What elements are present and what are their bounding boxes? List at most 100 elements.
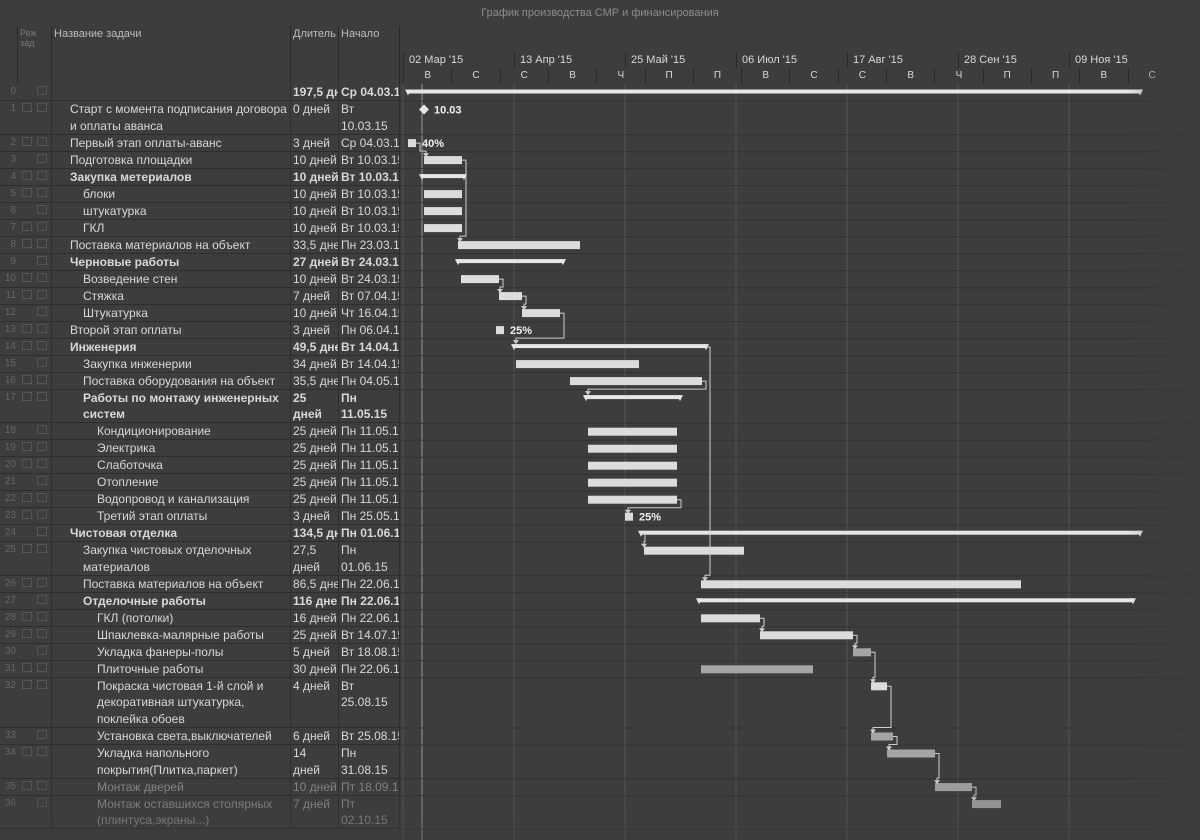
task-duration[interactable]: 6 дней xyxy=(291,728,339,744)
task-name[interactable]: Работы по монтажу инженерных систем xyxy=(52,389,291,423)
task-name[interactable]: Слаботочка xyxy=(52,457,291,474)
task-start[interactable]: Вт 14.07.15 xyxy=(341,626,400,643)
task-start[interactable]: Вт 10.03.15 xyxy=(341,202,400,219)
task-start[interactable]: Вт 25.08.15 xyxy=(341,728,400,744)
task-start[interactable]: Вт 10.03.15 xyxy=(341,185,400,202)
table-row[interactable]: 23 Третий этап оплаты 3 дней Пн 25.05.1 xyxy=(0,508,400,526)
task-start[interactable]: Вт 25.08.15 xyxy=(339,677,400,727)
task-duration[interactable]: 49,5 дне xyxy=(293,338,339,355)
table-row[interactable]: 11 Стяжка 7 дней Вт 07.04.15 xyxy=(0,287,400,305)
task-name[interactable]: Черновые работы xyxy=(52,253,291,270)
task-duration[interactable]: 25 дней xyxy=(291,474,339,491)
table-row[interactable]: 32 Покраска чистовая 1-й слой и декоратив… xyxy=(0,677,400,728)
task-start[interactable]: Ср 04.03.1 xyxy=(341,84,400,100)
task-duration[interactable]: 10 дней xyxy=(291,219,339,236)
table-row[interactable]: 9 Черновые работы 27 дней Вт 24.03.15 xyxy=(0,253,400,271)
task-name[interactable]: Подготовка площадки xyxy=(52,151,291,168)
table-row[interactable]: 19 Электрика 25 дней Пн 11.05.1 xyxy=(0,440,400,458)
column-header-name[interactable]: Название задачи xyxy=(52,26,291,84)
task-name[interactable]: ГКЛ xyxy=(52,219,291,236)
task-start[interactable]: Пн 25.05.1 xyxy=(341,508,400,525)
task-start[interactable]: Пн 11.05.1 xyxy=(341,474,400,491)
task-name[interactable]: Отопление xyxy=(52,474,291,491)
task-duration[interactable]: 4 дней xyxy=(291,677,339,727)
task-duration[interactable]: 3 дней xyxy=(291,134,339,151)
table-row[interactable]: 12 Штукатурка 10 дней Чт 16.04.15 xyxy=(0,304,400,322)
task-duration[interactable]: 25 дней xyxy=(291,626,339,643)
column-header-duration[interactable]: Длитель xyxy=(291,26,339,84)
task-duration[interactable]: 27 дней xyxy=(293,253,339,270)
task-start[interactable]: Пн 06.04.1 xyxy=(341,321,400,338)
task-duration[interactable]: 10 дней xyxy=(291,304,339,321)
task-name[interactable]: Отделочные работы xyxy=(52,592,291,609)
task-start[interactable]: Пн 11.05.1 xyxy=(341,423,400,440)
table-row[interactable]: 17 Работы по монтажу инженерных систем 25 … xyxy=(0,389,400,424)
task-name[interactable]: Шпаклевка-малярные работы xyxy=(52,626,291,643)
task-name[interactable]: Водопровод и канализация xyxy=(52,491,291,508)
table-row[interactable]: 8 Поставка материалов на объект 33,5 дне Пн… xyxy=(0,236,400,254)
task-duration[interactable]: 134,5 дн xyxy=(293,525,339,542)
table-row[interactable]: 31 Плиточные работы 30 дней Пн 22.06.1 xyxy=(0,660,400,678)
task-start[interactable]: Пт 18.09.15 xyxy=(341,778,400,795)
table-row[interactable]: 2 Первый этап оплаты-аванс 3 дней Ср 04.03.… xyxy=(0,134,400,152)
task-start[interactable]: Вт 14.04.15 xyxy=(341,355,400,372)
table-row[interactable]: 18 Кондиционирование 25 дней Пн 11.05.1 xyxy=(0,423,400,441)
task-start[interactable]: Пн 01.06.15 xyxy=(339,542,400,575)
table-row[interactable]: 20 Слаботочка 25 дней Пн 11.05.1 xyxy=(0,457,400,475)
table-row[interactable]: 34 Укладка напольного покрытия(Плитка,пар… xyxy=(0,745,400,779)
task-name[interactable]: штукатурка xyxy=(52,202,291,219)
task-name[interactable]: Первый этап оплаты-аванс xyxy=(52,134,291,151)
table-row[interactable]: 1 Старт с момента подписания договора и о… xyxy=(0,101,400,135)
task-duration[interactable]: 10 дней xyxy=(291,185,339,202)
task-start[interactable]: Вт 10.03.15 xyxy=(341,219,400,236)
task-duration[interactable]: 30 дней xyxy=(291,660,339,677)
task-duration[interactable]: 197,5 дн xyxy=(293,84,339,100)
table-row[interactable]: 7 ГКЛ 10 дней Вт 10.03.15 xyxy=(0,219,400,237)
task-start[interactable]: Пн 11.05.1 xyxy=(341,491,400,508)
table-row[interactable]: 26 Поставка материалов на объект 86,5 дне П… xyxy=(0,575,400,593)
task-duration[interactable]: 5 дней xyxy=(291,643,339,660)
task-name[interactable]: Плиточные работы xyxy=(52,660,291,677)
task-duration[interactable]: 25 дней xyxy=(291,491,339,508)
column-header-id[interactable] xyxy=(0,26,18,84)
task-name[interactable]: Укладка фанеры-полы xyxy=(52,643,291,660)
task-duration[interactable]: 3 дней xyxy=(291,508,339,525)
task-name[interactable]: Чистовая отделка xyxy=(52,525,291,542)
task-start[interactable]: Пн 22.06.1 xyxy=(341,592,400,609)
task-duration[interactable]: 25 дней xyxy=(291,457,339,474)
task-start[interactable]: Пн 31.08.15 xyxy=(339,745,400,778)
task-duration[interactable]: 10 дней xyxy=(291,202,339,219)
column-header-start[interactable]: Начало xyxy=(339,26,400,84)
task-start[interactable]: Пн 01.06.1 xyxy=(341,525,400,542)
task-name[interactable]: Кондиционирование xyxy=(52,423,291,440)
table-row[interactable]: 25 Закупка чистовых отделочных материалов… xyxy=(0,542,400,576)
table-row[interactable]: 35 Монтаж дверей 10 дней Пт 18.09.15 xyxy=(0,778,400,796)
task-start[interactable]: Пн 22.06.1 xyxy=(341,609,400,626)
task-name[interactable]: Установка света,выключателей xyxy=(52,728,291,744)
task-start[interactable]: Вт 14.04.15 xyxy=(341,338,400,355)
task-name[interactable]: Электрика xyxy=(52,440,291,457)
task-name[interactable]: Закупка метериалов xyxy=(52,168,291,185)
task-start[interactable]: Вт 10.03.15 xyxy=(341,168,400,185)
task-start[interactable]: Пн 04.05.1 xyxy=(341,372,400,389)
task-duration[interactable]: 16 дней xyxy=(291,609,339,626)
task-duration[interactable]: 25 дней xyxy=(291,423,339,440)
task-start[interactable]: Вт 18.08.15 xyxy=(341,643,400,660)
task-name[interactable]: Инженерия xyxy=(52,338,291,355)
table-row[interactable]: 16 Поставка оборудования на объект 35,5 дн… xyxy=(0,372,400,390)
table-row[interactable]: 33 Установка света,выключателей 6 дней Вт 2… xyxy=(0,728,400,745)
table-row[interactable]: 36 Монтаж оставшихся столярных (плинтуса,… xyxy=(0,795,400,830)
task-name[interactable]: Поставка материалов на объект xyxy=(52,236,291,253)
task-name[interactable]: Закупка инженерии xyxy=(52,355,291,372)
table-row[interactable]: 29 Шпаклевка-малярные работы 25 дней Вт 14.… xyxy=(0,626,400,644)
table-row[interactable]: 6 штукатурка 10 дней Вт 10.03.15 xyxy=(0,202,400,220)
task-duration[interactable]: 34 дней xyxy=(291,355,339,372)
table-row[interactable]: 13 Второй этап оплаты 3 дней Пн 06.04.1 xyxy=(0,321,400,339)
task-duration[interactable]: 27,5 дней xyxy=(291,542,339,575)
table-row[interactable]: 30 Укладка фанеры-полы 5 дней Вт 18.08.15 xyxy=(0,643,400,661)
task-name[interactable]: Поставка оборудования на объект xyxy=(52,372,291,389)
task-name[interactable]: Поставка материалов на объект xyxy=(52,575,291,592)
task-start[interactable]: Вт 24.03.15 xyxy=(341,270,400,287)
task-duration[interactable]: 33,5 дне xyxy=(293,236,339,253)
table-row[interactable]: 28 ГКЛ (потолки) 16 дней Пн 22.06.1 xyxy=(0,609,400,627)
